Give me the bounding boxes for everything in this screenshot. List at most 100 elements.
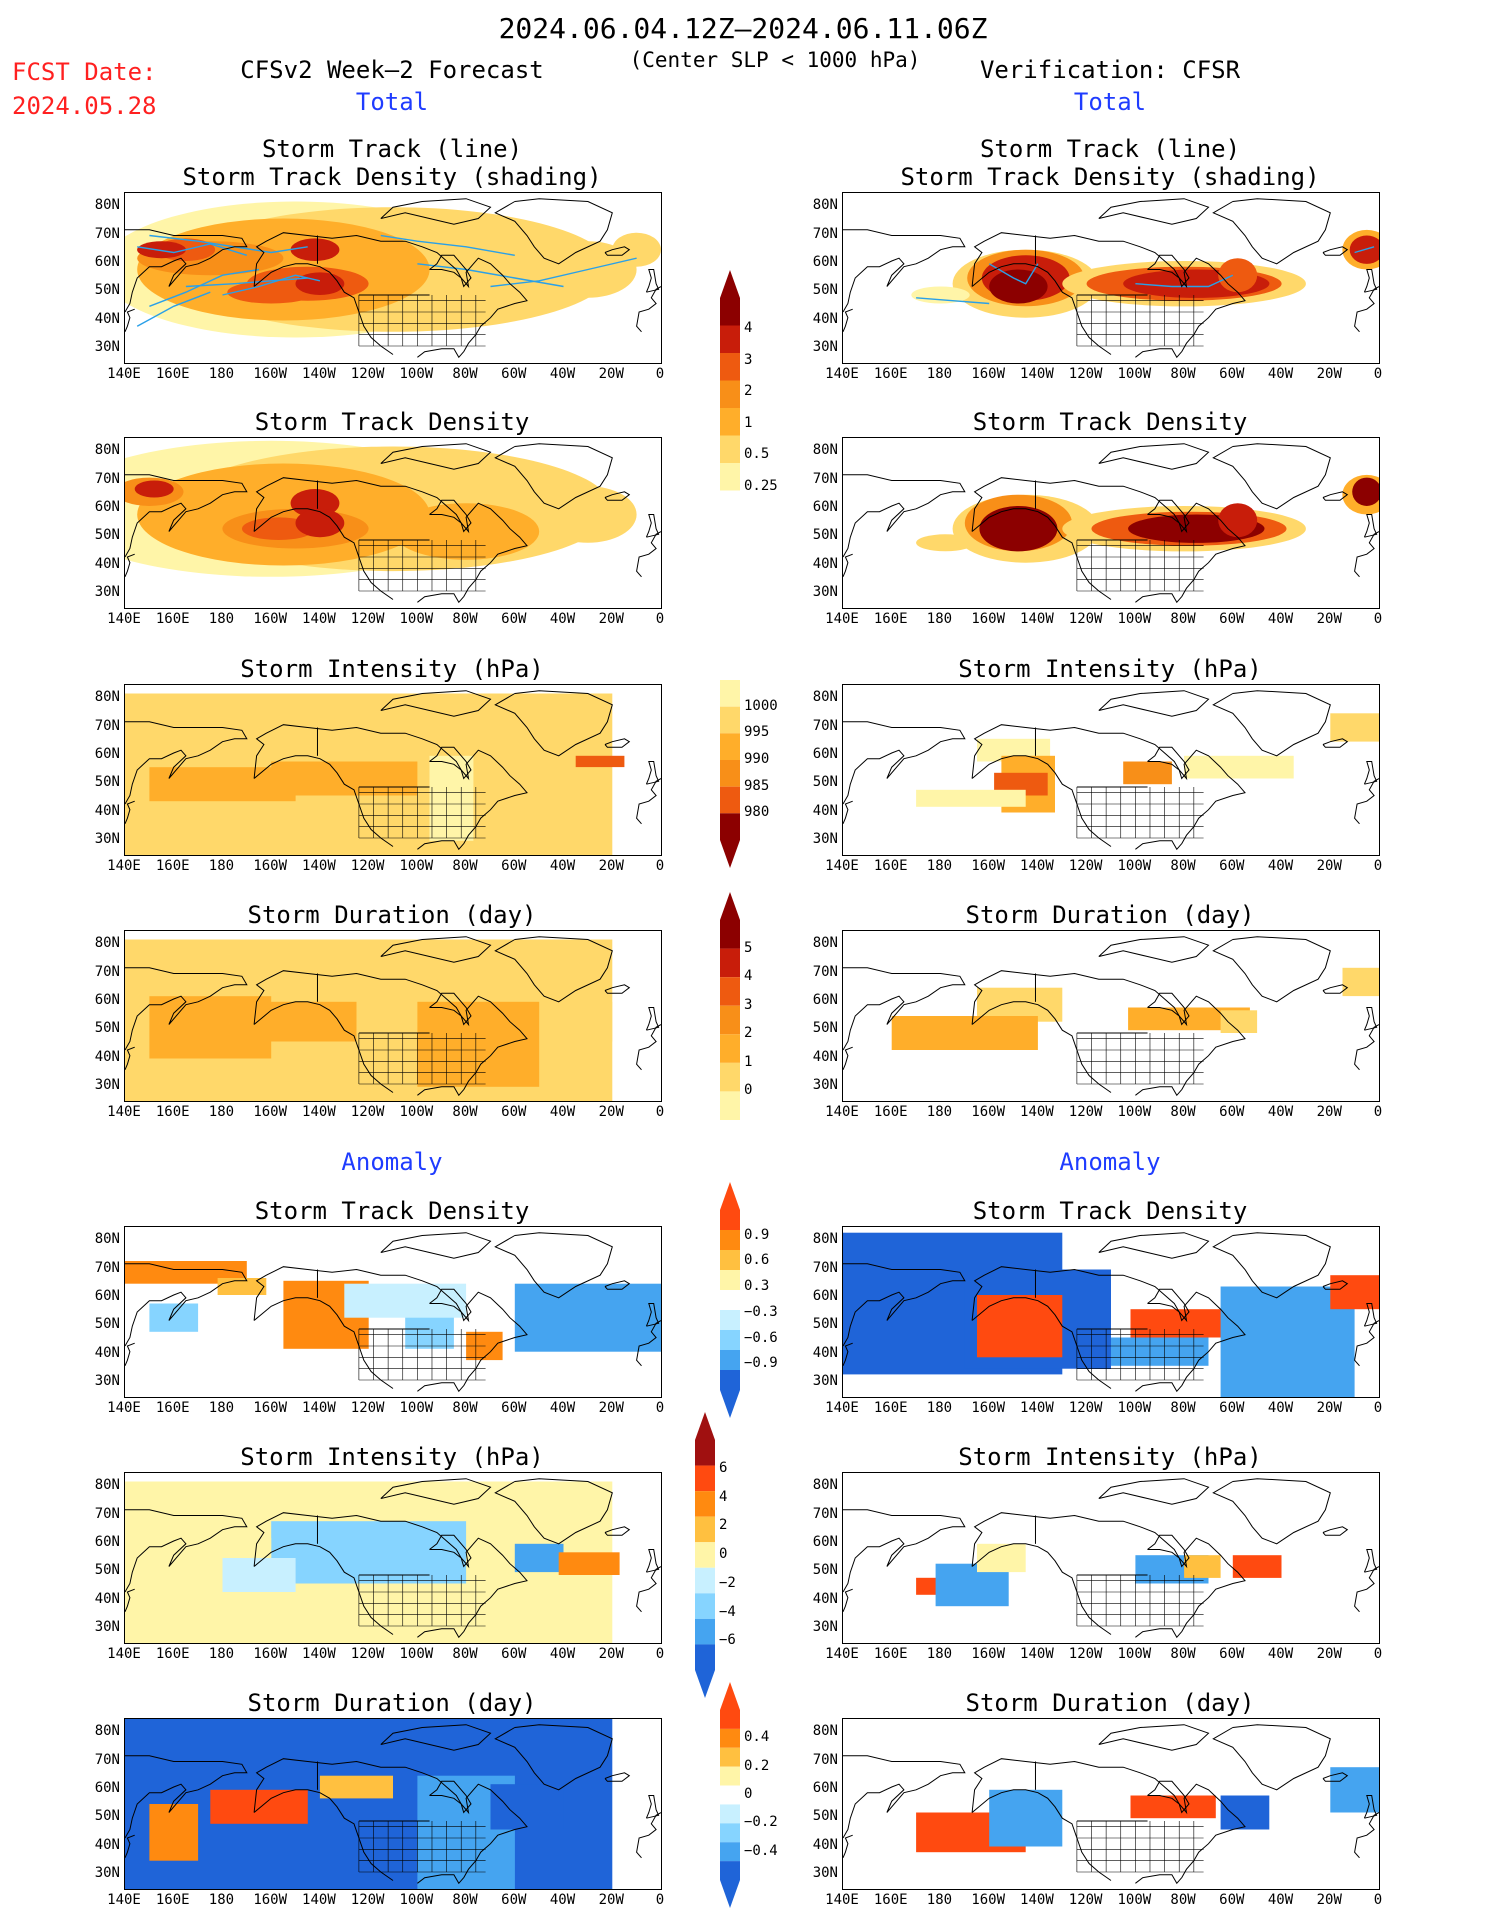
- panel-title-duration-fcst: Storm Duration (day): [247, 901, 537, 929]
- lon-tick: 60W: [1219, 1400, 1245, 1416]
- lon-tick: 100W: [1117, 366, 1152, 382]
- condition-subtitle: (Center SLP < 1000 hPa): [629, 48, 921, 72]
- lon-tick: 0: [655, 611, 665, 627]
- lon-tick: 80W: [1170, 366, 1196, 382]
- lon-tick: 20W: [1316, 1104, 1342, 1120]
- lon-tick: 160W: [971, 858, 1006, 874]
- lon-tick: 120W: [350, 1104, 385, 1120]
- colorbar-density-total-label: 0.5: [744, 446, 770, 463]
- lat-tick: 40N: [812, 1344, 838, 1361]
- colorbar-duration-total-label: 4: [744, 968, 753, 985]
- colorbar-density-anom-label: −0.6: [744, 1329, 778, 1346]
- lat-tick: 30N: [94, 1618, 120, 1635]
- colorbar-density-total-label: 3: [744, 351, 753, 368]
- lon-tick: 180: [208, 1646, 235, 1662]
- lon-tick: 100W: [1117, 1892, 1152, 1908]
- lat-tick: 70N: [94, 1505, 120, 1522]
- lat-tick: 50N: [812, 1808, 838, 1825]
- lon-tick: 160W: [971, 366, 1006, 382]
- total-label-right: Total: [1073, 88, 1147, 116]
- colorbar-intensity-anom-label: 4: [719, 1488, 728, 1505]
- lon-tick: 160W: [253, 1892, 288, 1908]
- lat-tick: 80N: [812, 1231, 838, 1248]
- lon-tick: 100W: [399, 611, 434, 627]
- lon-tick: 40W: [1267, 1104, 1294, 1120]
- colorbar-intensity-total-label: 980: [744, 804, 770, 821]
- lat-tick: 60N: [94, 745, 120, 762]
- lon-tick: 80W: [1170, 1400, 1196, 1416]
- colorbar-intensity-total-label: 1000: [744, 697, 778, 714]
- lon-tick: 80W: [1170, 1646, 1196, 1662]
- lon-tick: 140E: [825, 1892, 859, 1908]
- lon-tick: 160W: [971, 611, 1006, 627]
- lat-tick: 40N: [94, 1048, 120, 1065]
- lon-tick: 40W: [1267, 858, 1294, 874]
- map-panel-dens_anom-fcst: [124, 1226, 662, 1398]
- map-panel-dur_anom-verif: [842, 1718, 1380, 1890]
- lon-tick: 140W: [1020, 1104, 1054, 1120]
- lon-tick: 160E: [155, 1646, 190, 1662]
- lon-tick: 140E: [825, 1104, 859, 1120]
- lon-tick: 0: [655, 858, 665, 874]
- lon-tick: 60W: [1219, 1104, 1245, 1120]
- lat-tick: 50N: [812, 774, 838, 791]
- lon-tick: 140W: [302, 1646, 336, 1662]
- lat-tick: 50N: [94, 1562, 120, 1579]
- lat-tick: 30N: [94, 583, 120, 600]
- lon-tick: 40W: [549, 858, 576, 874]
- map-panel-density-verif: [842, 437, 1380, 609]
- lon-tick: 60W: [501, 858, 527, 874]
- lon-tick: 40W: [549, 1104, 576, 1120]
- map-panel-dur_anom-fcst: [124, 1718, 662, 1890]
- lat-tick: 70N: [812, 1505, 838, 1522]
- lon-tick: 120W: [1068, 1104, 1103, 1120]
- lat-tick: 70N: [94, 470, 120, 487]
- lon-tick: 100W: [399, 1104, 434, 1120]
- lon-tick: 140E: [107, 858, 141, 874]
- anomaly-label-right: Anomaly: [1059, 1148, 1161, 1176]
- lon-tick: 160E: [873, 1400, 908, 1416]
- lon-tick: 20W: [598, 366, 624, 382]
- colorbar-density-anom-label: 0.3: [744, 1278, 770, 1295]
- lat-tick: 50N: [94, 1808, 120, 1825]
- lat-tick: 30N: [812, 830, 838, 847]
- panel-title-int_anom-fcst: Storm Intensity (hPa): [240, 1443, 544, 1471]
- map-panel-track-fcst: [124, 192, 662, 364]
- lat-tick: 30N: [812, 1076, 838, 1093]
- colorbar-intensity-anom-label: −6: [719, 1632, 736, 1649]
- lat-tick: 60N: [812, 1533, 838, 1550]
- lon-tick: 140E: [107, 1104, 141, 1120]
- lat-tick: 60N: [812, 991, 838, 1008]
- lon-tick: 60W: [1219, 611, 1245, 627]
- lon-tick: 20W: [598, 1646, 624, 1662]
- fcst-date-label: FCST Date:: [12, 58, 157, 86]
- lon-tick: 160E: [155, 1400, 190, 1416]
- lon-tick: 80W: [452, 1892, 478, 1908]
- panel-title-dur_anom-fcst: Storm Duration (day): [247, 1689, 537, 1717]
- lon-tick: 160E: [155, 1892, 190, 1908]
- colorbar-density-total-label: 2: [744, 383, 753, 400]
- map-panel-density-fcst: [124, 437, 662, 609]
- lon-tick: 180: [208, 858, 235, 874]
- lon-tick: 0: [1373, 611, 1383, 627]
- lat-tick: 80N: [812, 935, 838, 952]
- lat-tick: 70N: [812, 225, 838, 242]
- lat-tick: 50N: [94, 1316, 120, 1333]
- lon-tick: 60W: [501, 1646, 527, 1662]
- lon-tick: 100W: [1117, 858, 1152, 874]
- map-panel-track-verif: [842, 192, 1380, 364]
- lon-tick: 180: [926, 1400, 953, 1416]
- colorbar-intensity-anom-label: −2: [719, 1574, 736, 1591]
- lat-tick: 50N: [812, 282, 838, 299]
- lon-tick: 0: [1373, 1104, 1383, 1120]
- lat-tick: 40N: [94, 555, 120, 572]
- lon-tick: 100W: [399, 366, 434, 382]
- lat-tick: 40N: [94, 310, 120, 327]
- lat-tick: 30N: [812, 1864, 838, 1881]
- lon-tick: 80W: [1170, 858, 1196, 874]
- lon-tick: 20W: [1316, 1400, 1342, 1416]
- lon-tick: 140W: [1020, 858, 1054, 874]
- lon-tick: 0: [655, 1104, 665, 1120]
- lon-tick: 140W: [302, 611, 336, 627]
- lon-tick: 120W: [1068, 366, 1103, 382]
